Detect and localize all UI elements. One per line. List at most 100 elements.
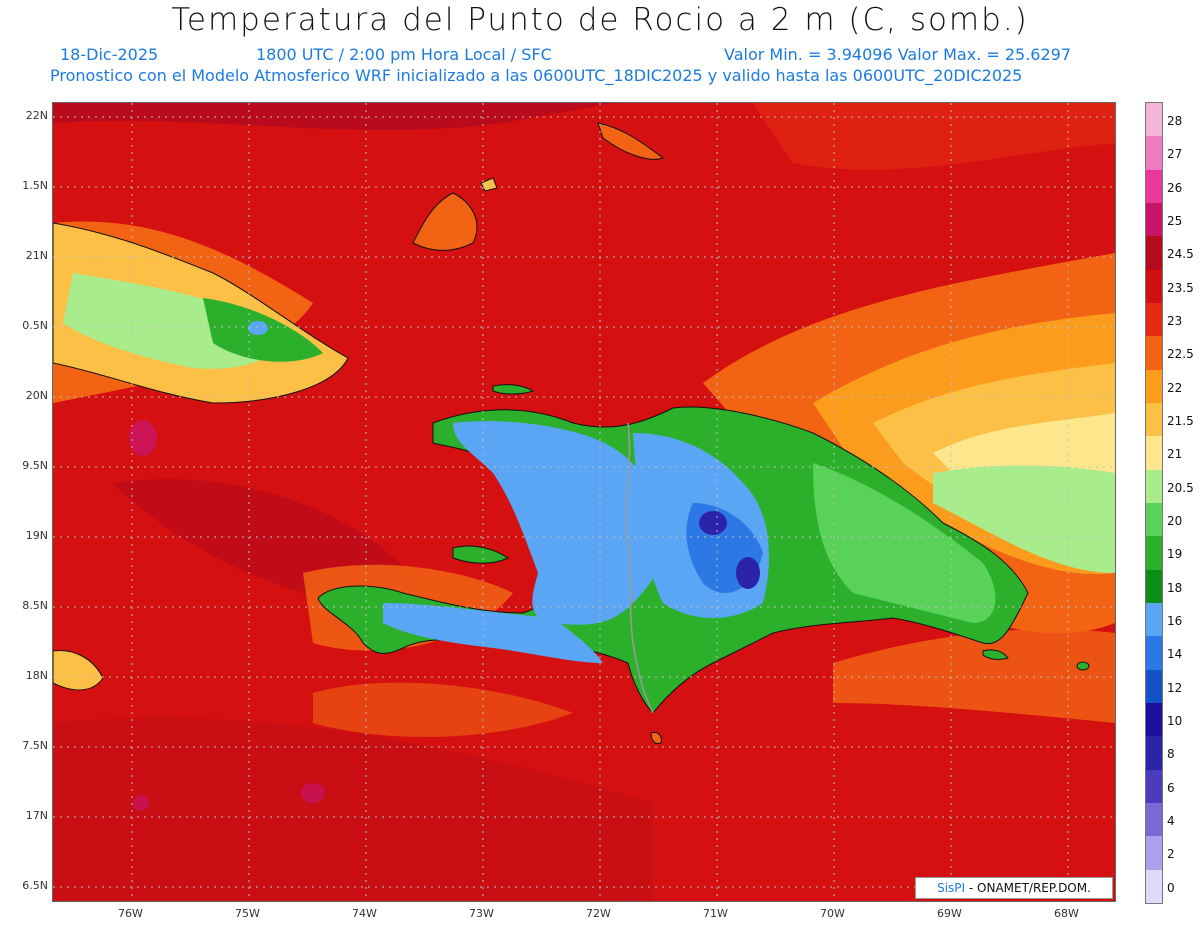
lat-tick-label: 19N bbox=[25, 529, 48, 542]
orange-region bbox=[313, 682, 573, 737]
dewpoint-map bbox=[52, 102, 1116, 902]
lon-tick-label: 71W bbox=[703, 907, 728, 920]
land-blue-spot bbox=[248, 321, 268, 335]
credit-brand: SisPI bbox=[937, 881, 966, 895]
colorbar-label: 22 bbox=[1167, 380, 1183, 395]
colorbar-segment bbox=[1146, 569, 1162, 604]
colorbar-segment bbox=[1146, 169, 1162, 204]
credit-box: SisPI - ONAMET/REP.DOM. bbox=[915, 877, 1113, 899]
eastern-green-area bbox=[813, 463, 996, 623]
border-line bbox=[625, 422, 654, 714]
min-max-values: Valor Min. = 3.94096 Valor Max. = 25.629… bbox=[724, 45, 1072, 64]
small-island bbox=[480, 177, 498, 192]
colorbar-segment bbox=[1146, 303, 1162, 337]
lon-tick-label: 72W bbox=[586, 907, 611, 920]
credit-org: - ONAMET/REP.DOM. bbox=[965, 881, 1091, 895]
colorbar-segment bbox=[1146, 269, 1162, 304]
colorbar-segment bbox=[1146, 103, 1162, 137]
colorbar-segment bbox=[1146, 803, 1162, 837]
high-dewpoint-spot bbox=[301, 783, 325, 803]
colorbar-label: 16 bbox=[1167, 614, 1183, 628]
lat-tick-label: 20N bbox=[25, 389, 48, 402]
lon-tick-label: 68W bbox=[1054, 907, 1079, 920]
colorbar-segment bbox=[1146, 636, 1162, 671]
colorbar-segment bbox=[1146, 403, 1162, 437]
colorbar-segment bbox=[1146, 503, 1162, 537]
colorbar bbox=[1145, 102, 1163, 904]
colorbar-label: 2 bbox=[1167, 847, 1175, 862]
lon-tick-label: 69W bbox=[937, 907, 962, 920]
southern-peninsula-blue bbox=[383, 603, 603, 663]
colorbar-label: 26 bbox=[1167, 180, 1183, 195]
graticule bbox=[53, 103, 1115, 901]
jamaica-island bbox=[53, 649, 104, 691]
model-info: Pronostico con el Modelo Atmosferico WRF… bbox=[50, 66, 1023, 85]
lon-tick-label: 73W bbox=[469, 907, 494, 920]
colorbar-label: 25 bbox=[1167, 214, 1183, 228]
lon-tick-label: 70W bbox=[820, 907, 845, 920]
warm-region bbox=[753, 103, 1115, 170]
high-dewpoint-spot bbox=[129, 420, 157, 456]
high-dewpoint-spot bbox=[133, 795, 149, 811]
colorbar-segment bbox=[1146, 603, 1162, 637]
beata-island bbox=[650, 732, 662, 744]
orange-region bbox=[833, 629, 1115, 723]
colorbar-label: 24.5 bbox=[1167, 247, 1194, 262]
colorbar-label: 12 bbox=[1167, 680, 1183, 695]
gonave-island bbox=[452, 545, 510, 564]
colorbar-segment bbox=[1146, 469, 1162, 504]
colorbar-label: 4 bbox=[1167, 814, 1175, 828]
turks-caicos-island bbox=[597, 122, 665, 160]
colorbar-label: 6 bbox=[1167, 780, 1175, 795]
mona-island bbox=[1076, 661, 1090, 671]
lat-tick-label: 1.5N bbox=[22, 179, 48, 192]
colorbar-segment bbox=[1146, 369, 1162, 404]
colorbar-label: 22.5 bbox=[1167, 347, 1194, 362]
lat-tick-label: 22N bbox=[25, 109, 48, 122]
colorbar-segment bbox=[1146, 236, 1162, 271]
colorbar-label: 20 bbox=[1167, 514, 1183, 528]
colorbar-segment bbox=[1146, 669, 1162, 704]
lat-tick-label: 21N bbox=[25, 249, 48, 262]
colorbar-label: 10 bbox=[1167, 714, 1183, 728]
colorbar-segment bbox=[1146, 703, 1162, 737]
lat-tick-label: 7.5N bbox=[22, 739, 48, 752]
valid-time: 1800 UTC / 2:00 pm Hora Local / SFC bbox=[256, 45, 552, 64]
colorbar-segment bbox=[1146, 203, 1162, 237]
lat-tick-label: 9.5N bbox=[22, 459, 48, 472]
lat-tick-label: 0.5N bbox=[22, 319, 48, 332]
inagua-island bbox=[412, 192, 478, 251]
colorbar-segment bbox=[1146, 336, 1162, 371]
lon-tick-label: 74W bbox=[352, 907, 377, 920]
lat-tick-label: 17N bbox=[25, 809, 48, 822]
colorbar-label: 8 bbox=[1167, 747, 1175, 762]
colorbar-label: 19 bbox=[1167, 547, 1183, 562]
colorbar-label: 28 bbox=[1167, 114, 1183, 128]
colorbar-segment bbox=[1146, 436, 1162, 471]
colorbar-segment bbox=[1146, 836, 1162, 871]
cordillera-min-spot bbox=[699, 511, 727, 535]
colorbar-segment bbox=[1146, 736, 1162, 771]
valid-date: 18-Dic-2025 bbox=[60, 45, 159, 64]
map-title: Temperatura del Punto de Rocio a 2 m (C,… bbox=[171, 2, 1029, 38]
colorbar-segment bbox=[1146, 769, 1162, 804]
saona-island bbox=[982, 649, 1009, 660]
colorbar-label: 27 bbox=[1167, 147, 1183, 162]
lon-tick-label: 76W bbox=[118, 907, 143, 920]
colorbar-label: 21.5 bbox=[1167, 414, 1194, 428]
colorbar-label: 23.5 bbox=[1167, 280, 1194, 295]
light-green-region bbox=[933, 465, 1115, 573]
lat-tick-label: 8.5N bbox=[22, 599, 48, 612]
colorbar-label: 0 bbox=[1167, 880, 1175, 895]
lat-tick-label: 6.5N bbox=[22, 879, 48, 892]
colorbar-label: 14 bbox=[1167, 647, 1183, 662]
colorbar-label: 21 bbox=[1167, 447, 1183, 462]
cordillera-min-spot bbox=[736, 557, 760, 589]
lat-tick-label: 18N bbox=[25, 669, 48, 682]
dark-red-region bbox=[53, 717, 653, 901]
lon-tick-label: 75W bbox=[235, 907, 260, 920]
colorbar-label: 18 bbox=[1167, 580, 1183, 595]
colorbar-label: 20.5 bbox=[1167, 480, 1194, 495]
colorbar-label: 23 bbox=[1167, 314, 1183, 328]
colorbar-segment bbox=[1146, 136, 1162, 171]
